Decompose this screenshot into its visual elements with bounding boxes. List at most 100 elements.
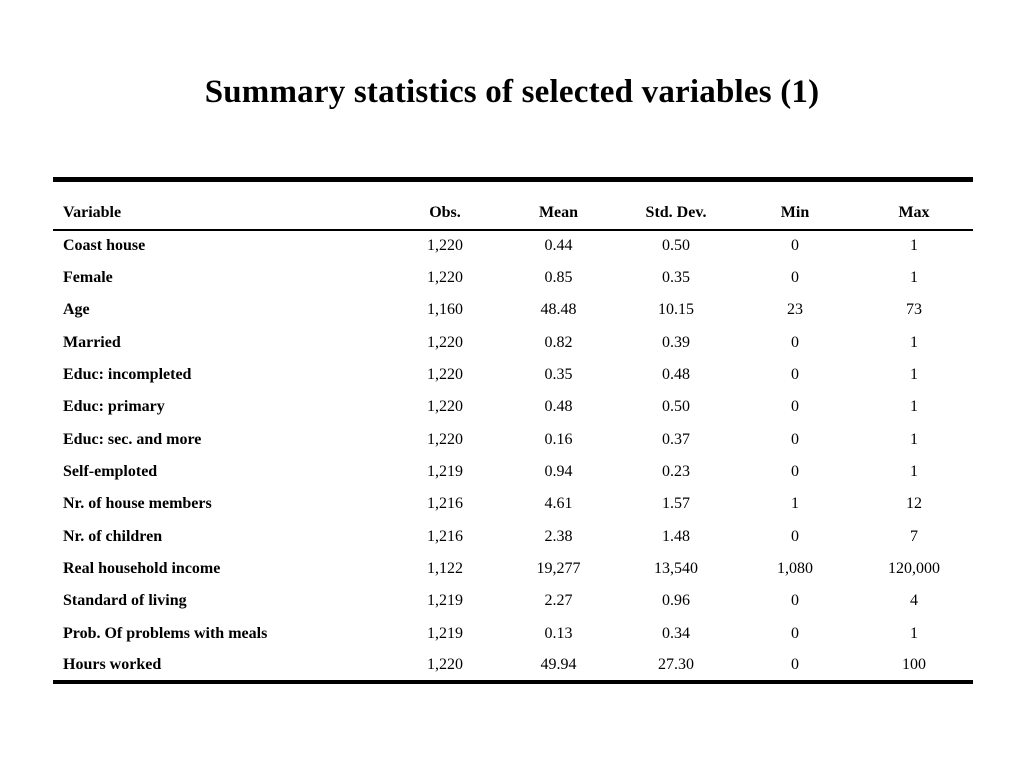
cell-std-dev: 0.39 (662, 333, 690, 351)
cell-max: 73 (906, 301, 922, 319)
cell-variable: Self-emploted (63, 463, 158, 481)
cell-min: 0 (791, 398, 799, 416)
cell-min: 1,080 (777, 560, 813, 578)
table-row: Married 1,220 0.82 0.39 0 1 (53, 327, 973, 359)
cell-std-dev: 1.57 (662, 495, 690, 513)
cell-obs: 1,220 (427, 430, 463, 448)
cell-std-dev: 0.96 (662, 592, 690, 610)
cell-max: 1 (910, 430, 918, 448)
cell-obs: 1,220 (427, 398, 463, 416)
cell-max: 1 (910, 269, 918, 287)
cell-std-dev: 0.37 (662, 430, 690, 448)
table-row: Hours worked 1,220 49.94 27.30 0 100 (53, 650, 973, 682)
cell-variable: Educ: incompleted (63, 366, 192, 384)
table-row: Real household income 1,122 19,277 13,54… (53, 553, 973, 585)
cell-mean: 0.35 (544, 366, 573, 384)
cell-variable: Age (63, 301, 90, 319)
cell-max: 120,000 (888, 560, 940, 578)
cell-obs: 1,219 (427, 463, 463, 481)
cell-std-dev: 1.48 (662, 527, 690, 545)
cell-obs: 1,220 (427, 333, 463, 351)
cell-variable: Real household income (63, 560, 221, 578)
cell-min: 0 (791, 430, 799, 448)
column-header-std-dev: Std. Dev. (617, 179, 735, 231)
column-header-variable: Variable (53, 179, 390, 231)
cell-obs: 1,160 (427, 301, 463, 319)
table-row: Age 1,160 48.48 10.15 23 73 (53, 294, 973, 326)
cell-obs: 1,220 (427, 269, 463, 287)
cell-obs: 1,122 (427, 560, 463, 578)
cell-obs: 1,216 (427, 527, 463, 545)
cell-variable: Hours worked (63, 656, 162, 674)
column-header-max: Max (855, 179, 973, 231)
table-row: Standard of living 1,219 2.27 0.96 0 4 (53, 585, 973, 617)
summary-statistics-table: Variable Obs. Mean Std. Dev. Min Max Coa… (53, 177, 973, 685)
cell-max: 1 (910, 366, 918, 384)
cell-variable: Female (63, 269, 113, 287)
cell-min: 0 (791, 366, 799, 384)
cell-min: 0 (791, 333, 799, 351)
column-header-mean: Mean (500, 179, 617, 231)
cell-std-dev: 13,540 (654, 560, 698, 578)
cell-mean: 0.13 (544, 624, 573, 642)
cell-obs: 1,220 (427, 656, 463, 674)
cell-mean: 48.48 (540, 301, 577, 319)
cell-std-dev: 0.35 (662, 269, 690, 287)
slide-title: Summary statistics of selected variables… (204, 74, 820, 110)
cell-variable: Educ: primary (63, 398, 165, 416)
cell-max: 100 (902, 656, 926, 674)
cell-std-dev: 0.48 (662, 366, 690, 384)
cell-mean: 19,277 (536, 560, 581, 578)
cell-obs: 1,216 (427, 495, 463, 513)
cell-min: 1 (791, 495, 799, 513)
cell-mean: 2.38 (544, 527, 573, 545)
cell-min: 0 (791, 592, 799, 610)
cell-min: 0 (791, 269, 799, 287)
cell-std-dev: 10.15 (658, 301, 694, 319)
cell-min: 23 (787, 301, 803, 319)
cell-obs: 1,219 (427, 624, 463, 642)
cell-obs: 1,220 (427, 366, 463, 384)
cell-variable: Prob. Of problems with meals (63, 624, 268, 642)
cell-max: 1 (910, 333, 918, 351)
cell-max: 1 (910, 398, 918, 416)
cell-max: 7 (910, 527, 918, 545)
cell-min: 0 (791, 237, 799, 255)
cell-min: 0 (791, 656, 799, 674)
cell-variable: Standard of living (63, 592, 187, 610)
cell-std-dev: 0.50 (662, 398, 690, 416)
cell-mean: 0.48 (544, 398, 573, 416)
cell-std-dev: 0.34 (662, 624, 690, 642)
cell-mean: 0.16 (544, 430, 573, 448)
cell-variable: Nr. of children (63, 527, 163, 545)
table-row: Coast house 1,220 0.44 0.50 0 1 (53, 230, 973, 262)
cell-max: 1 (910, 624, 918, 642)
cell-max: 12 (906, 495, 922, 513)
cell-mean: 49.94 (540, 656, 577, 674)
table-row: Nr. of house members 1,216 4.61 1.57 1 1… (53, 488, 973, 520)
cell-max: 4 (910, 592, 918, 610)
cell-mean: 0.94 (544, 463, 573, 481)
cell-mean: 0.44 (544, 237, 573, 255)
table-row: Self-emploted 1,219 0.94 0.23 0 1 (53, 456, 973, 488)
cell-min: 0 (791, 527, 799, 545)
column-header-min: Min (735, 179, 855, 231)
cell-variable: Coast house (63, 237, 146, 255)
cell-std-dev: 0.50 (662, 237, 690, 255)
cell-min: 0 (791, 463, 799, 481)
cell-max: 1 (910, 237, 918, 255)
cell-mean: 4.61 (544, 495, 573, 513)
table-row: Prob. Of problems with meals 1,219 0.13 … (53, 618, 973, 650)
cell-variable: Nr. of house members (63, 495, 212, 513)
cell-max: 1 (910, 463, 918, 481)
cell-std-dev: 27.30 (658, 656, 694, 674)
table-row: Educ: sec. and more 1,220 0.16 0.37 0 1 (53, 424, 973, 456)
table-header-row: Variable Obs. Mean Std. Dev. Min Max (53, 179, 973, 231)
cell-mean: 2.27 (544, 592, 573, 610)
cell-mean: 0.85 (544, 269, 573, 287)
cell-min: 0 (791, 624, 799, 642)
cell-obs: 1,219 (427, 592, 463, 610)
table-row: Educ: incompleted 1,220 0.35 0.48 0 1 (53, 359, 973, 391)
cell-variable: Married (63, 333, 121, 351)
